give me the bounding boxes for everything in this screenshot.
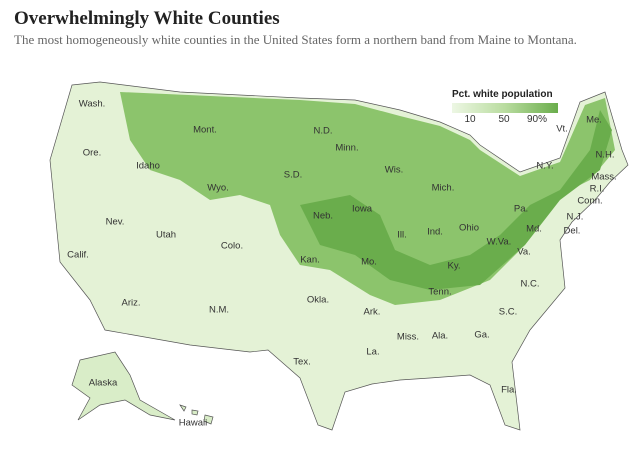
state-label: Miss. xyxy=(397,332,419,343)
legend-label: 50 xyxy=(498,114,510,125)
legend-gradient xyxy=(452,103,558,113)
legend-title: Pct. white population xyxy=(452,89,553,100)
state-label: Hawaii xyxy=(179,418,208,429)
state-label: Wyo. xyxy=(207,183,229,194)
state-label: N.M. xyxy=(209,305,229,316)
title: Overwhelmingly White Counties xyxy=(14,8,280,29)
state-label: Utah xyxy=(156,230,176,241)
state-label: La. xyxy=(366,347,379,358)
darkest-areas xyxy=(300,110,612,290)
state-label: Nev. xyxy=(106,217,125,228)
state-label: Pa. xyxy=(514,204,528,215)
state-label: Mich. xyxy=(432,183,455,194)
legend: Pct. white population 10 50 90% xyxy=(452,89,558,125)
state-label: Idaho xyxy=(136,161,160,172)
state-label: Mo. xyxy=(361,257,377,268)
state-label: Alaska xyxy=(89,378,118,389)
state-label: Ohio xyxy=(459,223,479,234)
state-label: N.C. xyxy=(521,279,540,290)
state-label: Me. xyxy=(586,115,602,126)
state-label: Conn. xyxy=(577,196,602,207)
state-label: Del. xyxy=(564,226,581,237)
state-label: Ind. xyxy=(427,227,443,238)
state-label: Va. xyxy=(517,247,531,258)
state-label: Tex. xyxy=(293,357,310,368)
state-label: S.D. xyxy=(284,170,302,181)
alaska xyxy=(71,351,176,421)
state-label: N.H. xyxy=(596,150,615,161)
state-label: Ill. xyxy=(397,230,407,241)
state-label: Ore. xyxy=(83,148,101,159)
state-label: N.J. xyxy=(567,212,584,223)
state-label: Minn. xyxy=(335,143,358,154)
state-label: Wis. xyxy=(385,165,403,176)
state-label: N.D. xyxy=(314,126,333,137)
state-label: Mont. xyxy=(193,125,217,136)
state-label: N.Y. xyxy=(536,161,553,172)
state-label: Ky. xyxy=(447,261,460,272)
legend-label: 10 xyxy=(464,114,476,125)
state-label: Md. xyxy=(526,224,542,235)
state-label: R.I. xyxy=(590,184,605,195)
state-label: Wash. xyxy=(79,99,106,110)
state-label: Ga. xyxy=(474,330,489,341)
state-label: Ala. xyxy=(432,331,448,342)
state-label: Vt. xyxy=(556,124,568,135)
state-label: Fla. xyxy=(501,385,517,396)
hawaii xyxy=(179,404,214,425)
state-label: Mass. xyxy=(591,172,616,183)
state-label: S.C. xyxy=(499,307,517,318)
map xyxy=(49,81,629,431)
legend-label: 90% xyxy=(527,114,547,125)
state-label: Okla. xyxy=(307,295,329,306)
state-label: Ark. xyxy=(364,307,381,318)
state-label: Kan. xyxy=(300,255,320,266)
state-label: Calif. xyxy=(67,250,89,261)
subtitle: The most homogeneously white counties in… xyxy=(14,32,577,47)
state-labels: Wash. Mont. N.D.Minn. Ore. Idaho Wyo. S.D. Wis.… xyxy=(67,99,617,429)
state-label: W.Va. xyxy=(487,237,512,248)
state-label: Ariz. xyxy=(122,298,141,309)
state-label: Iowa xyxy=(352,204,373,215)
state-label: Tenn. xyxy=(428,287,451,298)
state-label: Neb. xyxy=(313,211,333,222)
state-label: Colo. xyxy=(221,241,243,252)
